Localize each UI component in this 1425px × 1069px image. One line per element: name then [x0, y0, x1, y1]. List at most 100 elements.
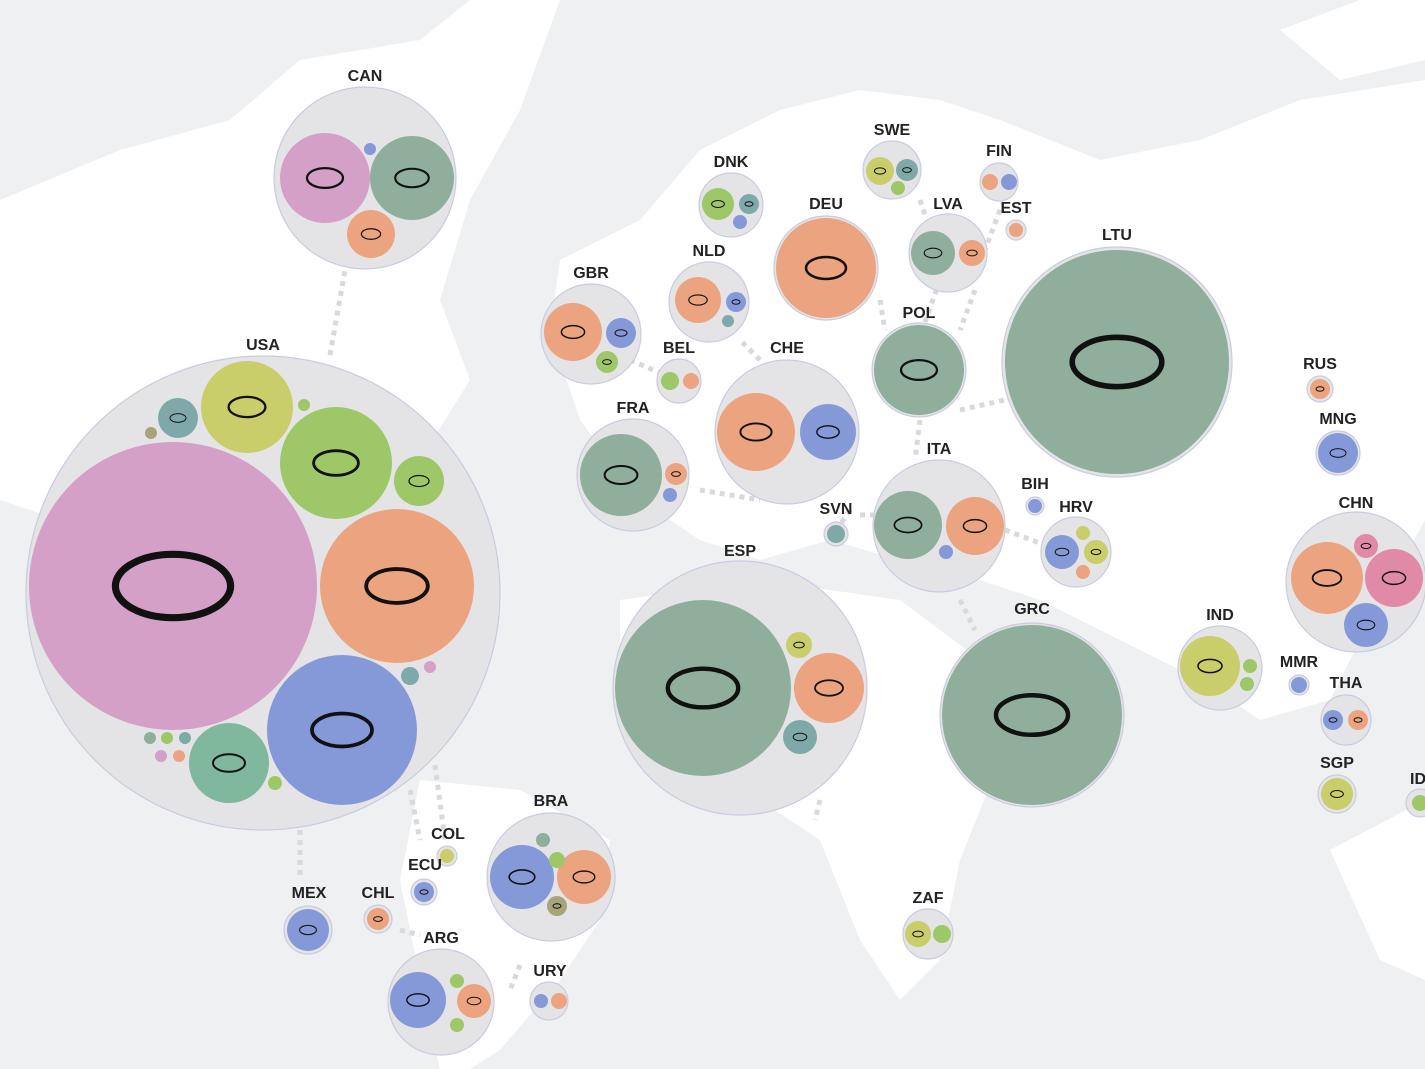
- country-label: ITA: [927, 441, 952, 458]
- species-circle: [155, 750, 167, 762]
- animal-icon: [1054, 547, 1070, 557]
- species-circle: [287, 909, 329, 951]
- animal-icon: [552, 903, 562, 909]
- animal-icon: [1315, 386, 1325, 392]
- country-label: ESP: [724, 543, 756, 560]
- country-bubble: ZAF: [902, 890, 954, 960]
- species-circle: [280, 407, 392, 519]
- animal-icon: [299, 924, 317, 936]
- species-circle: [544, 303, 602, 361]
- animal-icon: [1197, 658, 1223, 674]
- country-bubble: IND: [1177, 607, 1263, 711]
- species-circle: [596, 351, 618, 373]
- animal-icon: [739, 422, 773, 442]
- connector: [957, 598, 978, 632]
- species-circle: [440, 849, 454, 863]
- animal-icon: [873, 167, 887, 175]
- species-circle: [1321, 778, 1353, 810]
- country-bubble: DEU: [773, 196, 879, 321]
- species-circle: [942, 625, 1122, 805]
- species-circle: [827, 525, 845, 543]
- connector: [959, 397, 1006, 413]
- animal-icon: [814, 679, 844, 697]
- country-label: FIN: [986, 143, 1012, 160]
- species-circle: [939, 545, 953, 559]
- species-circle: [144, 732, 156, 744]
- country-bubble: THA: [1320, 675, 1372, 746]
- animal-icon: [1069, 334, 1165, 390]
- country-label: USA: [246, 337, 280, 354]
- country-bubble: CAN: [273, 68, 457, 270]
- country-label: BIH: [1021, 476, 1049, 493]
- species-circle: [320, 509, 474, 663]
- species-circle: [401, 667, 419, 685]
- species-circle: [1291, 677, 1307, 693]
- species-circle: [1240, 677, 1254, 691]
- connector: [507, 964, 523, 991]
- animal-icon: [1353, 717, 1363, 723]
- country-bubble: POL: [871, 305, 967, 418]
- species-circle: [1243, 659, 1257, 673]
- species-circle: [1344, 603, 1388, 647]
- species-circle: [267, 655, 417, 805]
- country-bubble: ID: [1405, 771, 1425, 818]
- country-label: ECU: [408, 857, 442, 874]
- animal-icon: [305, 166, 345, 190]
- connector: [957, 289, 978, 331]
- animal-icon: [572, 870, 596, 884]
- animal-icon: [1311, 569, 1343, 587]
- species-circle: [158, 398, 198, 438]
- country-bubble: SVN: [820, 501, 852, 547]
- species-circle: [726, 292, 746, 312]
- species-circle: [161, 732, 173, 744]
- animal-icon: [1381, 570, 1407, 586]
- species-circle: [959, 240, 985, 266]
- species-circle: [896, 159, 918, 181]
- country-bubble: BRA: [486, 793, 616, 942]
- connector: [407, 789, 423, 841]
- species-circle: [663, 488, 677, 502]
- animal-icon: [1356, 619, 1376, 631]
- species-circle: [683, 373, 699, 389]
- country-bubble: CHE: [714, 340, 860, 505]
- animal-icon: [993, 692, 1071, 738]
- species-circle: [866, 157, 894, 185]
- species-circle: [1009, 223, 1023, 237]
- species-circle: [982, 174, 998, 190]
- animal-icon: [804, 255, 848, 281]
- species-circle: [536, 833, 550, 847]
- country-label: CAN: [348, 68, 383, 85]
- connector: [699, 487, 761, 503]
- animal-icon: [665, 666, 741, 710]
- species-circle: [414, 882, 434, 902]
- connector: [812, 799, 823, 821]
- connector: [738, 338, 762, 362]
- country-label: FRA: [617, 400, 650, 417]
- animal-icon: [312, 449, 360, 477]
- species-circle: [776, 218, 876, 318]
- animal-icon: [394, 167, 430, 189]
- connector: [1004, 527, 1046, 548]
- species-circle: [557, 850, 611, 904]
- species-circle: [786, 632, 812, 658]
- country-bubble: MEX: [283, 885, 333, 955]
- animal-icon: [466, 996, 482, 1006]
- animal-icon: [360, 228, 382, 240]
- animal-icon: [793, 641, 805, 649]
- species-circle: [874, 325, 964, 415]
- country-label: COL: [431, 826, 465, 843]
- species-circle: [733, 215, 747, 229]
- country-label: CHE: [770, 340, 804, 357]
- species-circle: [201, 361, 293, 453]
- species-circle: [280, 133, 370, 223]
- animal-icon: [816, 425, 840, 439]
- country-bubble: ARG: [387, 930, 495, 1056]
- country-bubble: MNG: [1315, 411, 1361, 476]
- country-bubble: NLD: [668, 243, 750, 343]
- country-label: SWE: [874, 122, 911, 139]
- animal-icon: [614, 329, 628, 337]
- species-circle: [905, 921, 931, 947]
- country-label: GBR: [573, 265, 609, 282]
- animal-icon: [923, 247, 943, 259]
